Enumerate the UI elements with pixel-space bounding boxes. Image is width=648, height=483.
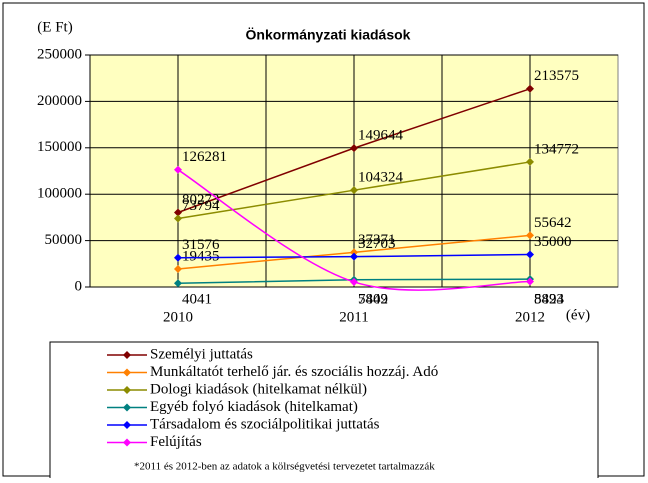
y-tick-label: 200000 (37, 93, 82, 109)
data-label: 213575 (534, 68, 579, 84)
data-label: 55642 (534, 215, 572, 231)
legend-marker (123, 438, 131, 447)
point (350, 144, 358, 153)
data-label: 104324 (358, 170, 404, 186)
data-label: 73794 (182, 198, 220, 214)
legend-marker (123, 403, 131, 412)
point (350, 248, 358, 257)
point (526, 250, 534, 259)
chart-title: Önkormányzati kiadások (246, 27, 411, 43)
point (174, 165, 182, 174)
footnote: *2011 és 2012-ben az adatok a kölrségvet… (134, 461, 435, 473)
x-tick-label: 2011 (339, 309, 368, 325)
y-tick-label: 0 (75, 278, 83, 294)
point (174, 264, 182, 273)
y-tick-label: 250000 (37, 46, 82, 62)
data-label: 80273 (182, 192, 220, 208)
point (174, 253, 182, 262)
legend-label: Dologi kiadások (hitelkamat nélkül) (150, 381, 367, 397)
legend-marker (123, 351, 131, 359)
point (174, 214, 182, 223)
data-label: 5449 (358, 291, 388, 307)
y-tick-label: 50000 (45, 232, 83, 248)
data-label: 149644 (358, 128, 404, 144)
point (526, 84, 534, 93)
point (350, 252, 358, 261)
point (174, 279, 182, 288)
data-label: 5893 (534, 291, 564, 307)
legend-marker (123, 368, 131, 377)
data-label: 8424 (534, 291, 565, 307)
legend-label: Munkáltatót terhelő jár. és szociális ho… (150, 364, 438, 380)
y-tick-label: 100000 (37, 186, 82, 202)
legend-label: Felújítás (150, 434, 202, 450)
x-tick-label: 2012 (515, 309, 545, 325)
data-label: 31576 (182, 237, 220, 253)
legend-marker (123, 386, 131, 394)
data-label: 32703 (358, 236, 396, 252)
x-axis-label: (év) (566, 307, 590, 323)
y-tick-label: 150000 (37, 139, 82, 155)
point (350, 277, 358, 286)
x-tick-label: 2010 (163, 309, 193, 325)
data-label: 37371 (358, 232, 396, 248)
data-label: 126281 (182, 149, 227, 165)
legend-label: Személyi juttatás (150, 346, 253, 362)
data-label: 35000 (534, 234, 572, 250)
plot: 0 50000 100000 150000 200000 250000 2010 2011 20… (37, 46, 619, 325)
point (526, 277, 534, 286)
y-axis-label: (E Ft) (37, 19, 72, 35)
point (526, 157, 534, 166)
data-label: 134772 (534, 141, 579, 157)
legend-label: Egyéb folyó kiadások (hitelkamat) (150, 399, 358, 415)
point (526, 231, 534, 240)
data-label: 7802 (358, 291, 388, 307)
data-label: 4041 (182, 291, 212, 307)
data-label: 19435 (182, 248, 220, 264)
point (350, 186, 358, 195)
legend-label: Társadalom és szociálpolitikai juttatás (150, 416, 380, 432)
point (174, 208, 182, 217)
legend-marker (123, 421, 131, 429)
legend-box (49, 341, 599, 483)
